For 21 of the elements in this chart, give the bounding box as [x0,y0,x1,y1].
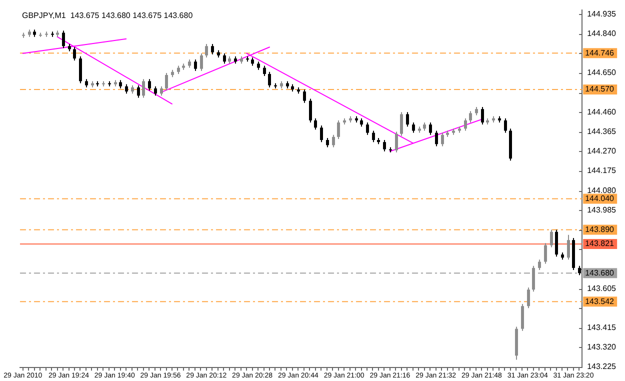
ref-line-label: 144.570 [585,84,615,94]
chart-title: GBPJPY,M1 143.675 143.680 143.675 143.680 [22,11,194,20]
ref-line-label: 144.040 [585,194,615,204]
y-tick-label: 144.175 [587,166,617,176]
y-tick-label: 143.225 [587,362,617,372]
y-tick-label: 144.080 [587,186,617,195]
ref-line-label: 143.542 [585,296,615,306]
ref-line-label: 143.890 [585,224,615,234]
ref-line-label: 144.746 [585,48,615,58]
y-tick-label: 144.460 [587,107,617,116]
y-tick-label: 143.320 [587,342,617,352]
y-tick-label: 143.985 [587,205,617,214]
ref-line-label: 143.680 [585,268,615,278]
y-tick-label: 144.270 [587,146,617,156]
y-tick-label: 144.840 [587,28,617,38]
ref-line-label: 143.821 [585,239,615,248]
y-tick-label: 144.650 [587,68,617,78]
y-tick-label: 143.605 [587,284,617,293]
y-tick-label: 144.365 [587,126,617,136]
y-tick-label: 144.935 [587,9,617,18]
y-tick-label: 143.415 [587,322,617,332]
